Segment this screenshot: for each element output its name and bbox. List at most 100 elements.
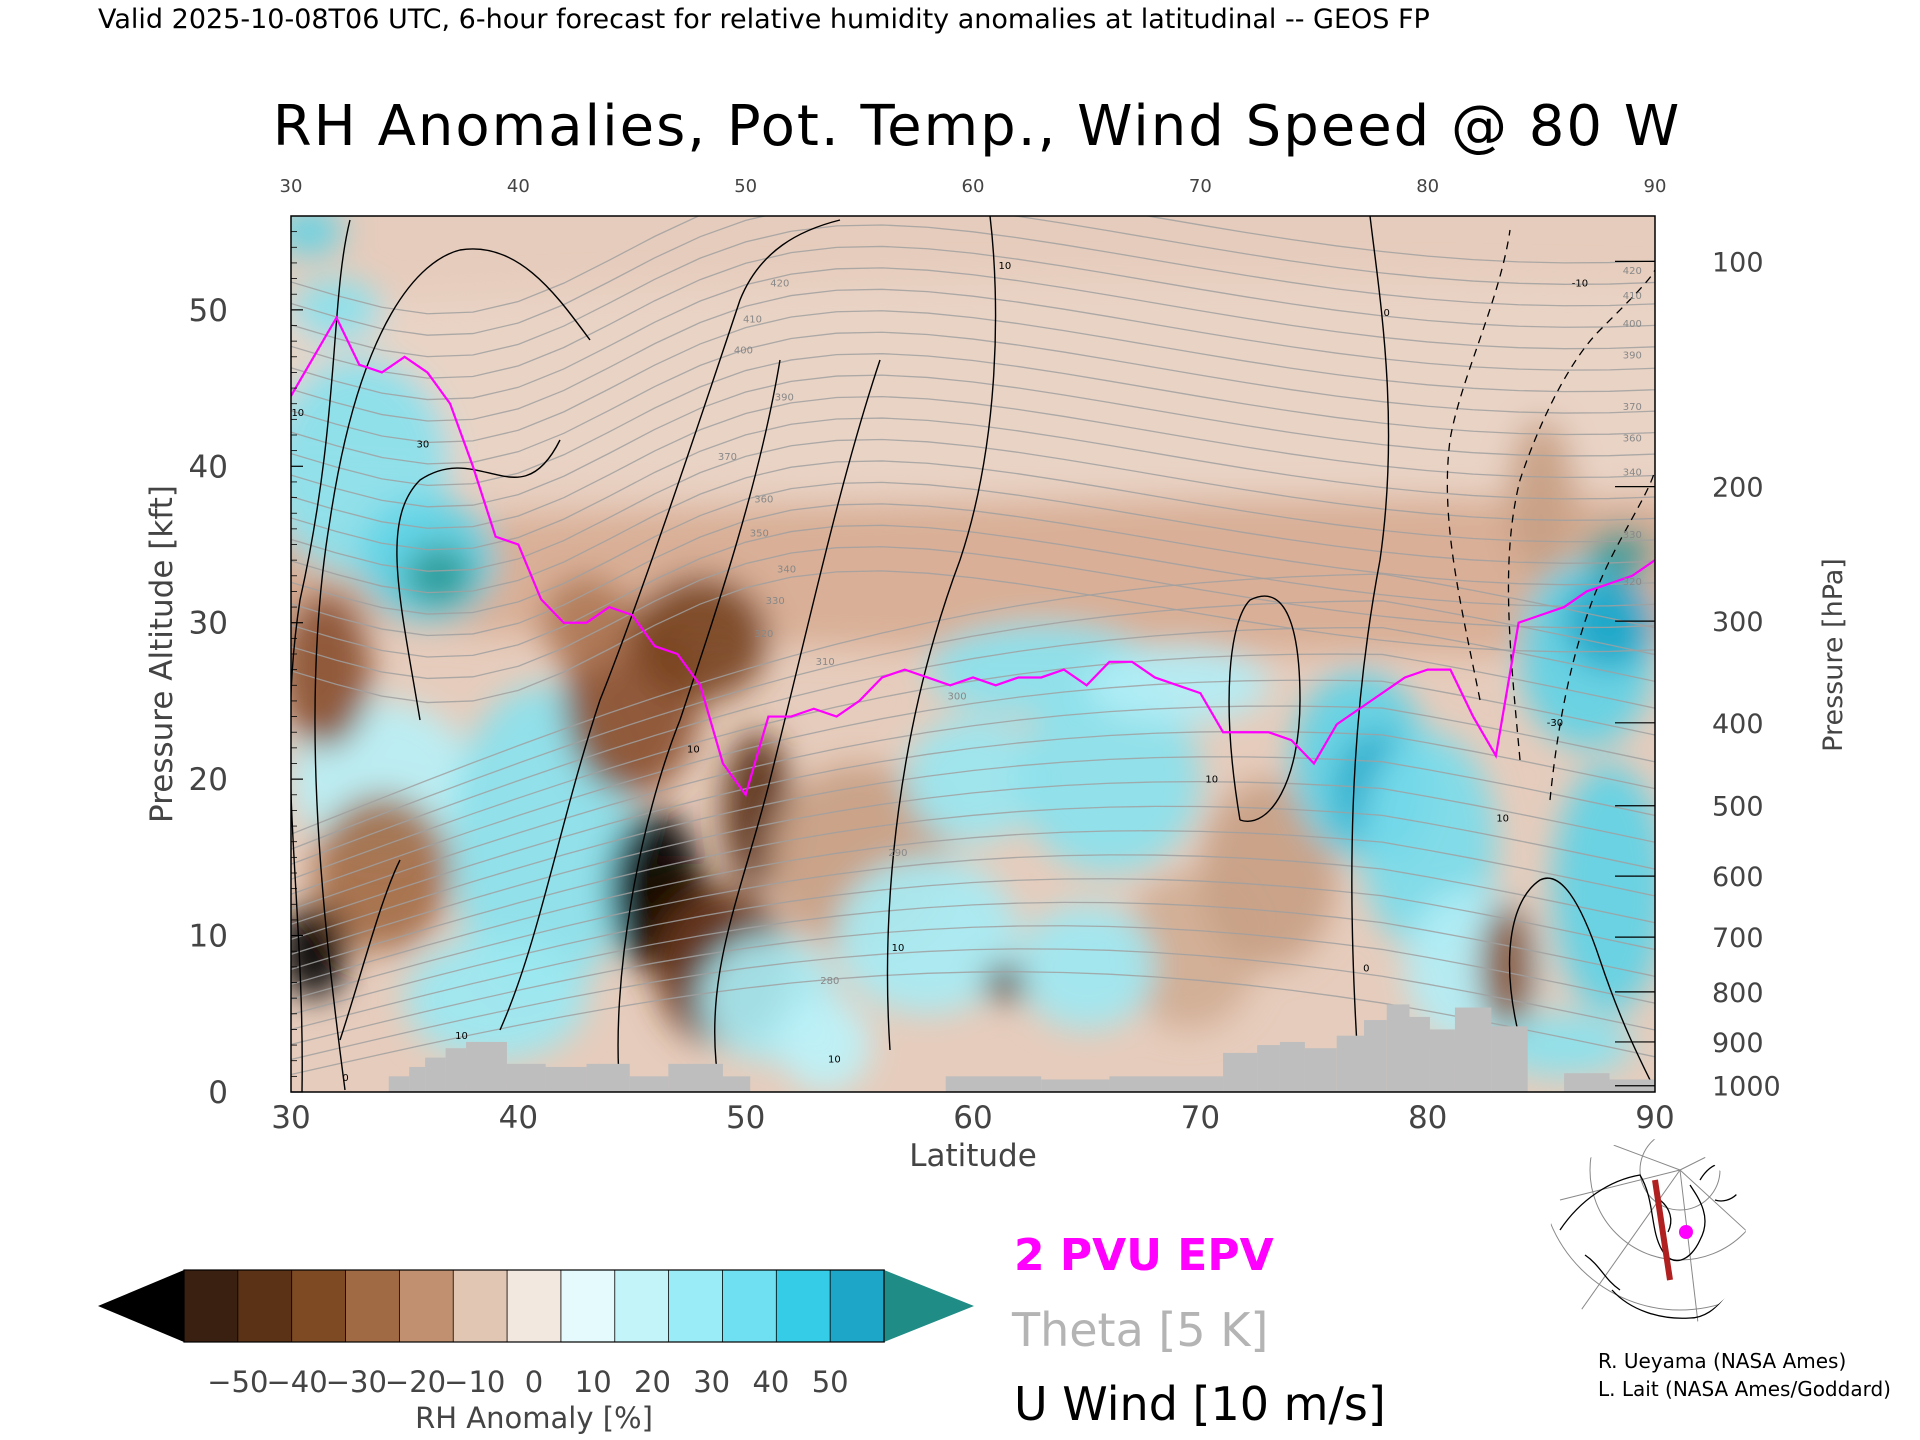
credit-line-2: L. Lait (NASA Ames/Goddard) bbox=[1598, 1377, 1891, 1401]
y-tick-label: 40 bbox=[189, 449, 228, 485]
wind-label: 0 bbox=[1363, 964, 1369, 975]
colorbar-label: RH Anomaly [%] bbox=[415, 1401, 653, 1435]
pressure-tick-label: 1000 bbox=[1712, 1072, 1781, 1103]
x-top-tick-label: 50 bbox=[734, 176, 757, 197]
wind-label: 0 bbox=[342, 1073, 348, 1084]
colorbar-tick-label: 50 bbox=[812, 1365, 849, 1399]
wind-label: -10 bbox=[1572, 278, 1588, 289]
colorbar-swatch bbox=[183, 1269, 239, 1343]
terrain-column bbox=[1223, 1052, 1258, 1092]
terrain-column bbox=[1336, 1035, 1365, 1092]
theta-contours bbox=[291, 216, 1655, 1076]
wind-label: 10 bbox=[828, 1054, 841, 1065]
terrain-column bbox=[629, 1076, 669, 1092]
legend-epv: 2 PVU EPV bbox=[1014, 1230, 1274, 1281]
x-tick-label: 80 bbox=[1408, 1100, 1447, 1136]
colorbar-swatch bbox=[506, 1269, 562, 1343]
wind-label: 10 bbox=[291, 408, 304, 419]
theta-label: 410 bbox=[743, 314, 762, 325]
colorbar-under-arrow bbox=[98, 1270, 184, 1342]
legend-theta: Theta [5 K] bbox=[1011, 1303, 1268, 1357]
terrain-column bbox=[409, 1066, 426, 1092]
theta-label: 360 bbox=[1623, 433, 1642, 444]
terrain-column bbox=[1491, 1026, 1528, 1092]
wind-label: 10 bbox=[455, 1031, 468, 1042]
pressure-tick-label: 400 bbox=[1712, 709, 1764, 740]
y-axis-left-label: Pressure Altitude [kft] bbox=[144, 485, 180, 823]
theta-label: 410 bbox=[1623, 291, 1642, 302]
terrain-column bbox=[1041, 1079, 1110, 1092]
colorbar-tick-label: −10 bbox=[444, 1365, 505, 1399]
terrain-column bbox=[1109, 1076, 1224, 1092]
y-axis-right-label: Pressure [hPa] bbox=[1818, 558, 1849, 752]
plot-area: 4204104003903703603503403303203103002902… bbox=[291, 216, 1655, 1092]
rh-anomaly-field bbox=[291, 216, 1655, 1092]
wind-label: 30 bbox=[416, 440, 429, 451]
theta-label: 420 bbox=[1623, 266, 1642, 277]
terrain-column bbox=[1429, 1029, 1455, 1092]
x-top-tick-label: 90 bbox=[1644, 176, 1667, 197]
terrain-column bbox=[722, 1076, 751, 1092]
colorbar-swatch bbox=[668, 1269, 724, 1343]
x-tick-label: 40 bbox=[499, 1100, 538, 1136]
x-top-tick-label: 60 bbox=[962, 176, 985, 197]
colorbar-tick-label: −40 bbox=[266, 1365, 327, 1399]
colorbar-swatch bbox=[237, 1269, 293, 1343]
x-top-tick-label: 30 bbox=[280, 176, 303, 197]
theta-label: 390 bbox=[775, 393, 794, 404]
theta-label: 320 bbox=[754, 629, 773, 640]
colorbar-swatch bbox=[398, 1269, 455, 1343]
valid-time-header: Valid 2025-10-08T06 UTC, 6-hour forecast… bbox=[98, 4, 1430, 35]
x-tick-label: 30 bbox=[271, 1100, 310, 1136]
section-line bbox=[1652, 1179, 1673, 1281]
terrain-column bbox=[388, 1076, 410, 1092]
colorbar-tick-label: 30 bbox=[693, 1365, 730, 1399]
theta-label: 390 bbox=[1623, 350, 1642, 361]
pressure-tick-label: 800 bbox=[1712, 978, 1764, 1009]
x-tick-label: 50 bbox=[726, 1100, 765, 1136]
theta-label: 400 bbox=[734, 346, 753, 357]
theta-label: 420 bbox=[770, 278, 789, 289]
colorbar-swatch bbox=[775, 1269, 832, 1343]
theta-label: 320 bbox=[1623, 577, 1642, 588]
wind-label: 10 bbox=[1496, 813, 1509, 824]
x-axis-label: Latitude bbox=[909, 1138, 1037, 1174]
credit-line-1: R. Ueyama (NASA Ames) bbox=[1598, 1349, 1846, 1373]
x-top-tick-label: 80 bbox=[1416, 176, 1439, 197]
theta-label: 360 bbox=[754, 494, 773, 505]
colorbar-swatch bbox=[722, 1269, 778, 1343]
colorbar-swatch bbox=[614, 1269, 670, 1343]
pressure-tick-label: 900 bbox=[1712, 1028, 1764, 1059]
x-tick-label: 60 bbox=[953, 1100, 992, 1136]
colorbar-tick-label: −50 bbox=[207, 1365, 268, 1399]
x-axis: 30 40 50 60 70 80 90 bbox=[271, 1100, 1674, 1136]
colorbar-tick-label: 0 bbox=[525, 1365, 543, 1399]
wind-label: 10 bbox=[687, 745, 700, 756]
terrain-column bbox=[425, 1057, 446, 1092]
pressure-tick-label: 300 bbox=[1712, 607, 1764, 638]
x-top-tick-label: 70 bbox=[1189, 176, 1212, 197]
terrain-column bbox=[945, 1076, 1042, 1092]
legend-wind: U Wind [10 m/s] bbox=[1014, 1377, 1386, 1431]
chart-title: RH Anomalies, Pot. Temp., Wind Speed @ 8… bbox=[273, 94, 1681, 159]
theta-label: 290 bbox=[888, 848, 907, 859]
inset-map bbox=[1550, 1139, 1746, 1335]
colorbar-swatch bbox=[829, 1269, 885, 1343]
epv-2pvu-polyline bbox=[291, 315, 1655, 798]
pressure-tick-label: 100 bbox=[1712, 247, 1764, 278]
wind-label: 10 bbox=[1205, 774, 1218, 785]
terrain-column bbox=[1454, 1007, 1492, 1092]
x-top-tick-label: 40 bbox=[507, 176, 530, 197]
theta-label: 340 bbox=[1623, 468, 1642, 479]
terrain-column bbox=[1386, 1004, 1410, 1092]
theta-label: 330 bbox=[766, 596, 785, 607]
wind-label: -30 bbox=[1547, 718, 1563, 729]
colorbar-tick-label: 20 bbox=[634, 1365, 671, 1399]
theta-label: 370 bbox=[1623, 402, 1642, 413]
pressure-tick-label: 700 bbox=[1712, 923, 1764, 954]
terrain-column bbox=[1257, 1045, 1280, 1092]
theta-label: 330 bbox=[1623, 530, 1642, 541]
x-tick-label: 90 bbox=[1635, 1100, 1674, 1136]
terrain-column bbox=[506, 1063, 546, 1092]
terrain-column bbox=[1279, 1041, 1305, 1092]
